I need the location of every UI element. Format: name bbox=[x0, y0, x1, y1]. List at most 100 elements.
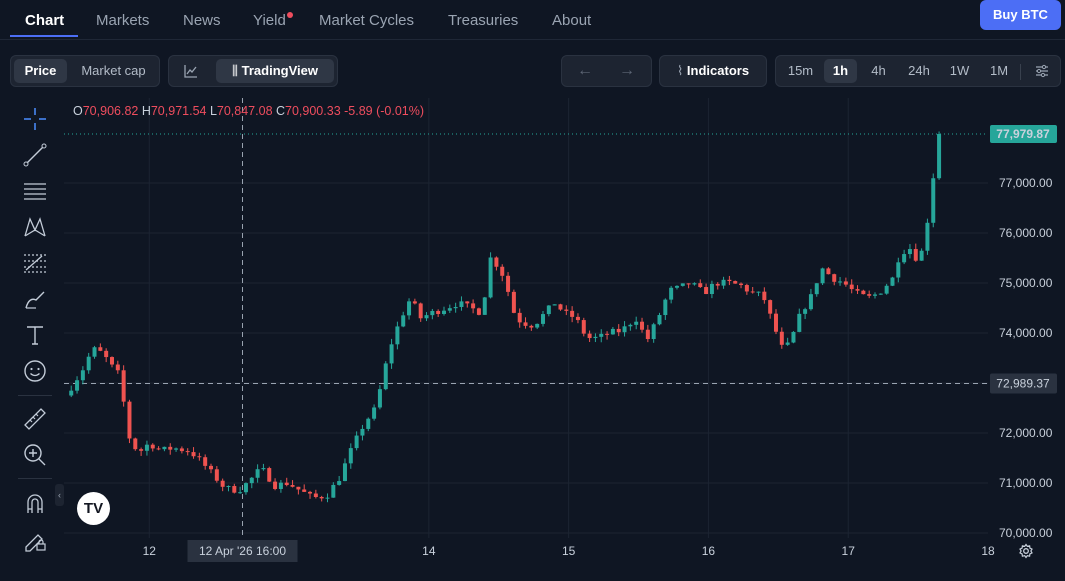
basic-chart-button[interactable] bbox=[173, 59, 209, 83]
candle-body bbox=[552, 304, 557, 306]
tab-chart[interactable]: Chart bbox=[25, 12, 65, 29]
candle-body bbox=[488, 257, 493, 298]
candle-body bbox=[808, 294, 813, 310]
candle-body bbox=[255, 469, 260, 478]
timeframe-15m[interactable]: 15m bbox=[787, 63, 814, 78]
brush-tool-icon[interactable] bbox=[22, 286, 48, 312]
candle-body bbox=[791, 331, 796, 343]
candle-body bbox=[698, 283, 703, 288]
candle-body bbox=[523, 322, 528, 326]
candle-body bbox=[75, 380, 80, 391]
indicators-label: Indicators bbox=[686, 63, 750, 78]
date-tick-label: 12 bbox=[143, 544, 157, 558]
candle-body bbox=[937, 134, 942, 179]
candle-body bbox=[127, 401, 132, 439]
candle-body bbox=[680, 283, 685, 286]
tools-divider-2 bbox=[18, 478, 52, 479]
horizontal-lines-tool-icon[interactable] bbox=[22, 178, 48, 204]
tab-about[interactable]: About bbox=[552, 12, 592, 29]
market-cap-tab[interactable]: Market cap bbox=[81, 63, 146, 78]
lock-drawings-icon[interactable] bbox=[22, 527, 48, 553]
tradingview-logo[interactable]: TV bbox=[77, 492, 110, 525]
ruler-tool-icon[interactable] bbox=[22, 406, 48, 432]
candle-body bbox=[243, 483, 248, 493]
buy-btc-button[interactable]: Buy BTC bbox=[980, 0, 1061, 30]
candle-body bbox=[838, 281, 843, 283]
candle-body bbox=[907, 249, 912, 255]
candle-body bbox=[366, 418, 371, 429]
candle-body bbox=[896, 262, 901, 278]
crosshair-tool-icon[interactable] bbox=[22, 106, 48, 132]
tradingview-button[interactable]: ⫼ TradingView bbox=[216, 59, 334, 83]
candle-body bbox=[849, 284, 854, 290]
chart-engine-toggle: ⫼ TradingView bbox=[168, 55, 338, 87]
candle-body bbox=[622, 326, 627, 333]
trend-line-tool-icon[interactable] bbox=[22, 142, 48, 168]
candle-body bbox=[884, 285, 889, 294]
tab-yield[interactable]: Yield bbox=[253, 12, 286, 29]
crosshair-price-badge bbox=[990, 373, 1057, 394]
ohlc-legend: O70,906.82 H70,971.54 L70,847.08 C70,900… bbox=[73, 104, 424, 118]
candle-body bbox=[313, 493, 318, 498]
candle-body bbox=[768, 300, 773, 314]
candle-body bbox=[86, 356, 91, 371]
low-value: 70,847.08 bbox=[216, 104, 273, 118]
candle-body bbox=[168, 446, 173, 450]
timeframe-24h[interactable]: 24h bbox=[908, 63, 930, 78]
tab-market-cycles[interactable]: Market Cycles bbox=[319, 12, 415, 29]
timeframe-4h[interactable]: 4h bbox=[871, 63, 886, 78]
candle-body bbox=[197, 456, 202, 458]
tab-treasuries[interactable]: Treasuries bbox=[448, 12, 519, 29]
candle-body bbox=[762, 291, 767, 301]
candle-body bbox=[669, 287, 674, 300]
tab-news[interactable]: News bbox=[183, 12, 221, 29]
emoji-tool-icon[interactable] bbox=[22, 358, 48, 384]
timeframe-selector: 15m 1h 4h 24h 1W 1M bbox=[775, 55, 1061, 87]
collapse-sidebar-chevron-icon[interactable]: ‹ bbox=[55, 484, 64, 506]
candle-body bbox=[570, 310, 575, 317]
candle-body bbox=[331, 484, 336, 498]
close-value: 70,900.33 bbox=[285, 104, 341, 118]
candle-body bbox=[500, 266, 505, 276]
price-tab[interactable]: Price bbox=[14, 59, 67, 83]
gear-icon[interactable] bbox=[1018, 543, 1034, 559]
toolbar-divider bbox=[1020, 64, 1021, 80]
zoom-in-icon[interactable] bbox=[22, 442, 48, 468]
candle-body bbox=[238, 492, 243, 494]
candle-body bbox=[739, 283, 744, 286]
candle-body bbox=[92, 347, 97, 357]
candle-body bbox=[226, 486, 231, 488]
tab-markets[interactable]: Markets bbox=[96, 12, 150, 29]
indicators-icon: ⌇ bbox=[676, 63, 687, 78]
indicators-button[interactable]: ⌇ Indicators bbox=[664, 59, 762, 83]
pattern-tool-icon[interactable] bbox=[22, 214, 48, 240]
candle-body bbox=[273, 481, 278, 489]
text-tool-icon[interactable] bbox=[22, 322, 48, 348]
candle-body bbox=[628, 324, 633, 327]
timeframe-1h[interactable]: 1h bbox=[824, 59, 857, 83]
candle-body bbox=[290, 485, 295, 487]
candle-body bbox=[610, 328, 615, 335]
undo-arrow-icon[interactable]: ← bbox=[577, 62, 593, 79]
candle-body bbox=[913, 249, 918, 261]
timeframe-1w[interactable]: 1W bbox=[949, 63, 970, 78]
candle-body bbox=[209, 465, 214, 470]
candle-body bbox=[453, 306, 458, 309]
candle-body bbox=[785, 342, 790, 345]
magnet-icon[interactable] bbox=[22, 491, 48, 517]
candle-body bbox=[575, 316, 580, 321]
redo-arrow-icon[interactable]: → bbox=[619, 62, 635, 79]
price-tick-label: 70,000.00 bbox=[999, 526, 1053, 540]
candle-body bbox=[104, 350, 109, 358]
candle-body bbox=[342, 463, 347, 482]
candle-body bbox=[296, 486, 301, 490]
fib-tool-icon[interactable] bbox=[22, 250, 48, 276]
open-value: 70,906.82 bbox=[82, 104, 139, 118]
line-chart-icon bbox=[184, 65, 197, 78]
candle-body bbox=[773, 313, 778, 332]
price-tick-label: 71,000.00 bbox=[999, 476, 1053, 490]
candle-body bbox=[261, 468, 266, 470]
chart-settings-button[interactable] bbox=[1028, 59, 1056, 83]
timeframe-1m[interactable]: 1M bbox=[989, 63, 1009, 78]
